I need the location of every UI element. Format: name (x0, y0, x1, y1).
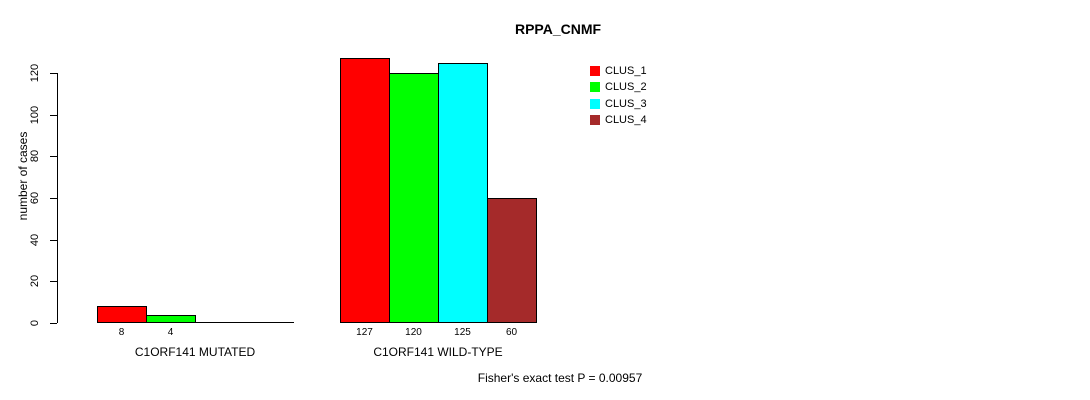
y-axis-tick-label: 80 (29, 149, 41, 163)
y-axis-tick-label: 60 (29, 191, 41, 205)
legend-label: CLUS_1 (605, 65, 647, 77)
chart-title: RPPA_CNMF (514, 21, 602, 37)
y-axis-tick-label: 120 (29, 63, 41, 83)
bar-clus_1-group1 (97, 306, 147, 323)
y-axis-tick (50, 115, 57, 116)
bar-clus_2-group1 (146, 315, 196, 323)
legend-swatch-clus_1 (590, 66, 600, 76)
bar-clus_4-group2 (487, 198, 537, 323)
zero-bar-clus_4-group1 (244, 322, 294, 323)
legend-swatch-clus_3 (590, 99, 600, 109)
bar-clus_2-group2 (389, 73, 439, 323)
y-axis-tick (50, 198, 57, 199)
bar-value-label: 8 (118, 327, 125, 338)
fisher-test-annotation: Fisher's exact test P = 0.00957 (477, 371, 643, 385)
legend-swatch-clus_2 (590, 82, 600, 92)
bar-value-label: 125 (454, 327, 471, 338)
bar-value-label: 4 (167, 327, 174, 338)
y-axis-tick (50, 281, 57, 282)
legend-label: CLUS_2 (605, 81, 647, 93)
y-axis-tick-label: 20 (29, 274, 41, 288)
legend-label: CLUS_3 (605, 98, 647, 110)
y-axis-tick (50, 73, 57, 74)
legend-label: CLUS_4 (605, 114, 647, 126)
bar-clus_3-group2 (438, 63, 488, 323)
bar-value-label: 127 (356, 327, 373, 338)
y-axis-tick-label: 100 (29, 105, 41, 125)
bar-clus_1-group2 (340, 58, 390, 323)
zero-bar-clus_3-group1 (195, 322, 245, 323)
legend-swatch-clus_4 (590, 115, 600, 125)
group-label-2: C1ORF141 WILD-TYPE (373, 345, 503, 359)
y-axis-tick (50, 156, 57, 157)
y-axis-label-text: number of cases (16, 131, 30, 221)
bar-value-label: 60 (505, 327, 518, 338)
y-axis-tick (50, 323, 57, 324)
group-label-1: C1ORF141 MUTATED (134, 345, 256, 359)
y-axis-tick-label: 40 (29, 233, 41, 247)
y-axis-line (57, 73, 58, 323)
y-axis-tick (50, 240, 57, 241)
bar-value-label: 120 (405, 327, 422, 338)
y-axis-tick-label: 0 (29, 319, 41, 327)
